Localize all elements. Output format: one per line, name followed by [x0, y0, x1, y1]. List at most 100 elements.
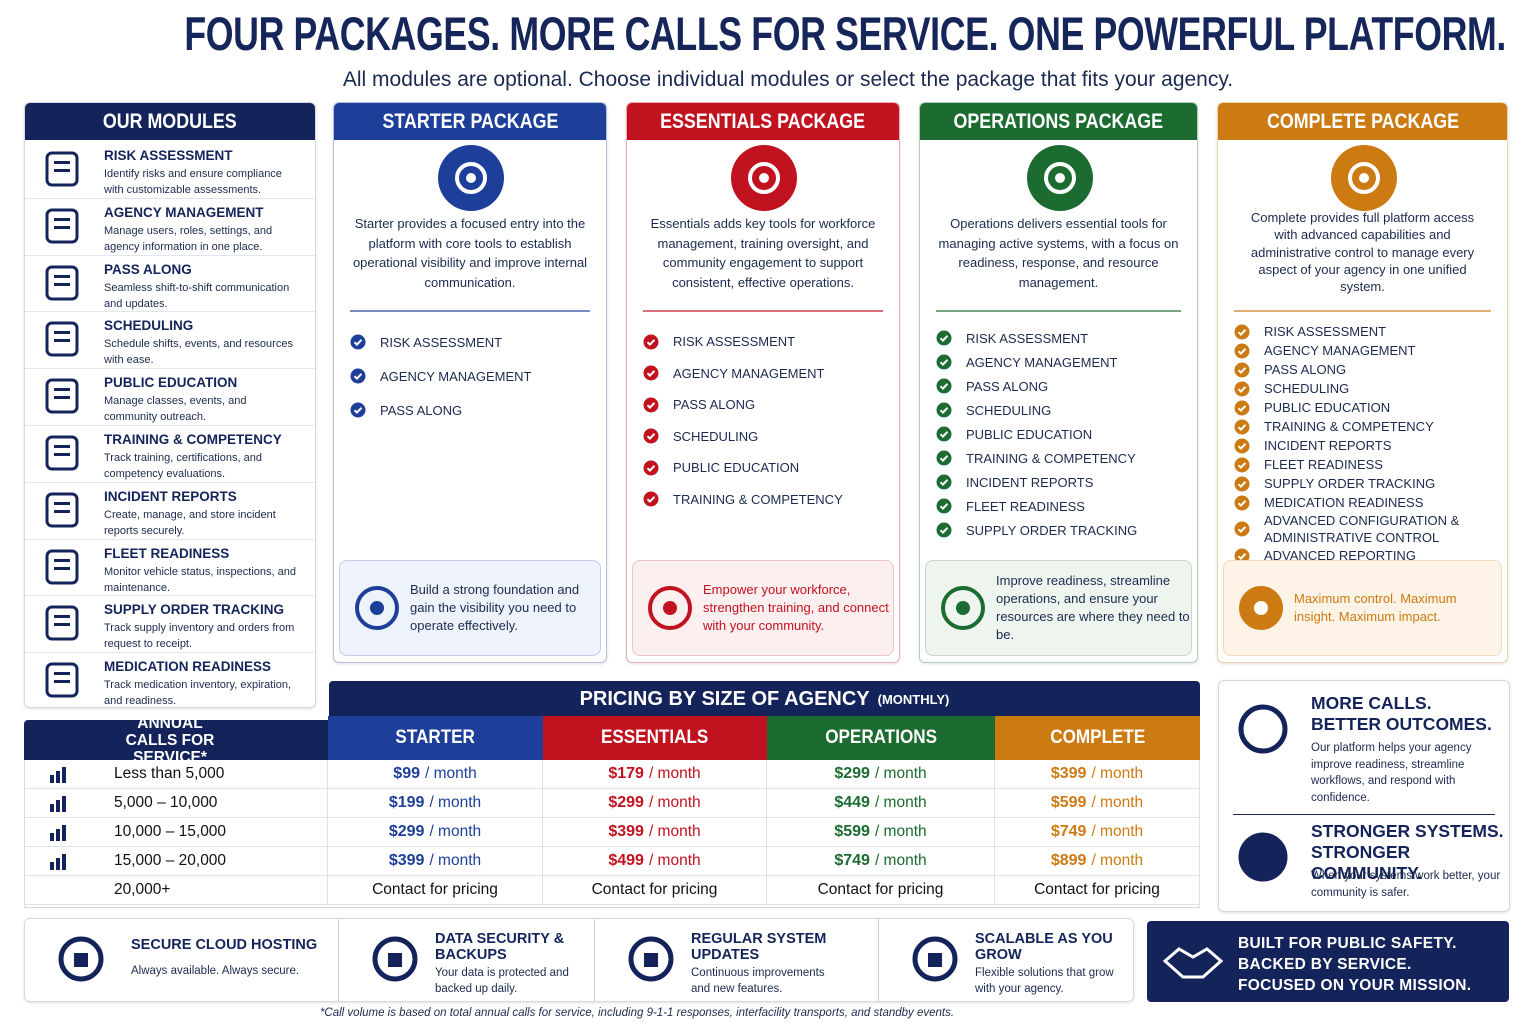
price-unit: / month [874, 852, 927, 869]
module-name: FLEET READINESS [104, 545, 230, 561]
price-cell: $399/ month [543, 818, 767, 847]
package-description: Operations delivers essential tools for … [938, 216, 1179, 290]
package-card: ESSENTIALS PACKAGE Essentials adds key to… [626, 102, 900, 663]
icon [45, 605, 79, 641]
check-circle [936, 426, 952, 442]
module-icon-detail [54, 217, 70, 221]
feature-icon [58, 936, 104, 982]
check-circle [936, 378, 952, 394]
module-icon-detail [54, 453, 70, 456]
feature-title: REGULAR SYSTEM UPDATES [691, 931, 827, 963]
price: $199 [388, 794, 425, 811]
feature-bar: SECURE CLOUD HOSTING Always available. Al… [24, 918, 1134, 1002]
check-circle [1234, 457, 1250, 472]
feature-name: AGENCY MANAGEMENT [380, 368, 532, 384]
feature-icon-detail [74, 953, 88, 967]
price-unit: / month [1091, 794, 1144, 811]
module-icon-detail [54, 672, 70, 676]
module-icon-detail [54, 388, 70, 392]
feature-item: TRAINING & COMPETENCY [936, 446, 1183, 470]
banner-line: FOCUSED ON YOUR MISSION. [1238, 977, 1472, 994]
module-desc: Track medication inventory, expiration, … [104, 679, 292, 708]
feature-icon [912, 936, 958, 982]
check-mark [353, 339, 363, 347]
check-circle [936, 474, 952, 490]
module-icon-detail [54, 339, 70, 343]
calls-cell: 5,000 – 10,000 [24, 789, 328, 818]
icon [372, 936, 418, 982]
package-icon-dot [1358, 173, 1369, 183]
check-mark [1237, 442, 1247, 450]
feature-icon [628, 936, 674, 982]
icon [1234, 548, 1250, 563]
feature-item: AGENCY MANAGEMENT [350, 359, 592, 393]
icon [45, 378, 79, 414]
feature-name: ADVANCED CONFIGURATION & ADMINISTRATIVE … [1264, 513, 1460, 545]
package-divider [1234, 310, 1491, 312]
module-name: TRAINING & COMPETENCY [104, 432, 282, 447]
benefit-divider [1233, 814, 1495, 815]
contact-text: Contact for pricing [1034, 881, 1160, 898]
feature-item: PASS ALONG [936, 374, 1183, 398]
modules-panel: OUR MODULES RISK ASSESSMENT Identify risks… [24, 102, 316, 708]
tagline-icon-center [1254, 601, 1268, 615]
price: $299 [388, 823, 425, 840]
feature-title: SCALABLE AS YOU GROW [975, 931, 1113, 963]
price-unit: / month [648, 823, 701, 840]
feature-name: RISK ASSESSMENT [380, 334, 503, 350]
price-cell: $199/ month [328, 789, 543, 818]
price-unit: / month [429, 852, 482, 869]
check-circle [1234, 324, 1250, 339]
package-tagline-box: Build a strong foundation and gain the v… [339, 560, 601, 656]
module-desc: Monitor vehicle status, inspections, and… [104, 565, 296, 594]
module-icon [45, 321, 79, 357]
price-cell: $179/ month [543, 760, 767, 789]
module-item: INCIDENT REPORTS Create, manage, and stor… [25, 482, 315, 540]
feature-item: INCIDENT REPORTS [936, 470, 1183, 494]
price: $599 [834, 823, 870, 840]
contact-text: Contact for pricing [591, 881, 718, 898]
benefit-title-line: MORE CALLS. [1311, 693, 1432, 713]
icon [1234, 324, 1250, 339]
price-unit: / month [648, 765, 701, 782]
check-mark [646, 401, 656, 409]
feature-icon-detail [388, 953, 402, 967]
price: $179 [608, 765, 644, 782]
feature-list: RISK ASSESSMENT AGENCY MANAGEMENT PASS ALO… [1234, 322, 1493, 565]
icon [1238, 832, 1288, 882]
check-mark [939, 335, 949, 343]
handshake-icon [1162, 947, 1224, 979]
package-card: OPERATIONS PACKAGE Operations delivers es… [919, 102, 1198, 663]
check-mark [939, 527, 949, 535]
icon [1234, 381, 1250, 396]
bar-icon [62, 854, 66, 870]
pricing-header: PRICING BY SIZE OF AGENCY (MONTHLY) [329, 681, 1200, 717]
pricing-title: PRICING BY SIZE OF AGENCY [579, 687, 870, 710]
price: $299 [834, 765, 870, 782]
module-icon-detail [54, 331, 70, 335]
package-tagline: Improve readiness, streamline operations… [996, 573, 1190, 642]
package-divider [350, 310, 590, 312]
feature-name: AGENCY MANAGEMENT [673, 365, 825, 381]
check-mark [646, 496, 656, 504]
price-cell: $599/ month [995, 789, 1200, 818]
feature-name: SCHEDULING [1264, 381, 1350, 396]
feature-name: TRAINING & COMPETENCY [966, 450, 1136, 466]
package-description: Complete provides full platform access w… [1250, 210, 1475, 295]
package-divider [936, 310, 1181, 312]
package-header: OPERATIONS PACKAGE [920, 103, 1197, 140]
pricing-note: (MONTHLY) [877, 691, 950, 707]
banner-line: BUILT FOR PUBLIC SAFETY. [1238, 935, 1457, 952]
price: $899 [1050, 852, 1087, 869]
check-mark [1237, 423, 1247, 431]
page-title: FOUR PACKAGES. MORE CALLS FOR SERVICE. O… [184, 7, 1506, 60]
calls-range: Less than 5,000 [114, 765, 225, 782]
package-tagline: Maximum control. Maximum insight. Maximu… [1294, 591, 1457, 624]
check-mark [646, 338, 656, 346]
check-mark [1237, 385, 1247, 393]
check-circle [643, 428, 659, 444]
feature-name: PUBLIC EDUCATION [966, 426, 1093, 442]
icon [731, 145, 797, 211]
feature-name: AGENCY MANAGEMENT [1264, 343, 1416, 358]
package-card: COMPLETE PACKAGE Complete provides full p… [1217, 102, 1508, 663]
